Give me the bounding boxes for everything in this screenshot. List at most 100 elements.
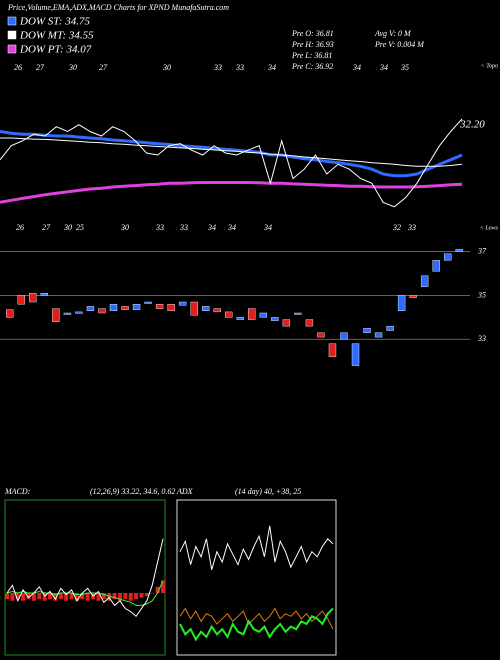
ema-line [0, 137, 463, 167]
histogram-bar [74, 593, 79, 601]
candle [248, 308, 256, 320]
page-title: Price,Volume,EMA,ADX,MACD Charts for XPN… [7, 3, 229, 12]
panel-title: MACD: [4, 487, 31, 496]
edge-label: < Topo [481, 63, 498, 69]
date-label: 27 [99, 63, 108, 72]
candle [201, 306, 210, 311]
histogram-bar [48, 593, 53, 600]
candle [259, 312, 268, 318]
candle [29, 293, 37, 303]
date-label: 33 [213, 63, 222, 72]
panel-frame [176, 499, 337, 656]
date-label: 34 [207, 223, 216, 232]
histogram-bar [144, 593, 149, 597]
histogram-bar [15, 593, 20, 600]
price-line [0, 118, 463, 208]
panel-title: ADX [176, 487, 194, 496]
candle [86, 306, 95, 311]
histogram-bar [5, 593, 9, 600]
candle [178, 301, 187, 306]
histogram-bar [80, 593, 85, 600]
ema-line [0, 130, 463, 178]
histogram-bar [37, 593, 42, 600]
histogram-bar [10, 593, 15, 601]
candle [386, 325, 394, 331]
candle [63, 312, 72, 315]
histogram-bar [161, 580, 165, 593]
histogram-bar [107, 593, 112, 601]
date-label: 34 [263, 223, 272, 232]
histogram-bar [42, 593, 47, 601]
histogram-bar [53, 593, 58, 601]
histogram-bar [96, 593, 101, 601]
date-label: 30 [63, 223, 72, 232]
histogram-bar [117, 593, 122, 601]
candle [213, 308, 221, 313]
date-label: 27 [36, 63, 45, 72]
histogram-bar [150, 593, 155, 594]
candle [75, 311, 83, 314]
candle [98, 308, 106, 314]
date-label: 33 [155, 223, 164, 232]
date-label: 35 [400, 63, 409, 72]
candle [236, 317, 244, 320]
edge-label: < Lows [480, 225, 499, 231]
candle [17, 295, 25, 305]
candle [167, 304, 175, 311]
candle [144, 301, 152, 304]
histogram-bar [128, 593, 133, 601]
panel-subtitle: (14 day) 40, +38, 25 [235, 487, 301, 496]
date-label: 32 [392, 223, 401, 232]
date-label: 33 [179, 223, 188, 232]
date-label: 30 [162, 63, 171, 72]
candle [6, 309, 14, 318]
histogram-bar [26, 593, 31, 600]
histogram-bar [123, 593, 128, 600]
legend-label: DOW ST: 34.75 [19, 16, 90, 28]
quote-info: Pre O: 36.81 [291, 29, 334, 38]
histogram-bar [31, 593, 36, 601]
quote-info: Pre H: 36.93 [291, 40, 334, 49]
candle [190, 301, 198, 316]
quote-info: Pre C: 36.92 [291, 62, 333, 71]
date-label: 34 [267, 63, 276, 72]
date-label: 26 [14, 63, 22, 72]
candle [374, 332, 383, 338]
histogram-bar [21, 593, 26, 601]
panel-subtitle: (12,26,9) 33.22, 34.6, 0.62 [90, 487, 175, 496]
date-label: 34 [352, 63, 361, 72]
histogram-bar [139, 593, 144, 598]
signal-line [6, 580, 164, 606]
candle [155, 304, 164, 309]
histogram-bar [69, 593, 74, 600]
candle [225, 311, 233, 318]
quote-info: Avg V: 0 M [374, 29, 412, 38]
histogram-bar [101, 593, 106, 600]
date-label: 34 [379, 63, 388, 72]
candle [52, 308, 60, 322]
date-label: 33 [235, 63, 244, 72]
date-label: 27 [42, 223, 51, 232]
histogram-bar [112, 593, 117, 600]
candle [363, 328, 371, 333]
adx-line [179, 607, 334, 642]
candle [351, 343, 360, 366]
candle [271, 317, 279, 321]
date-label: 30 [120, 223, 129, 232]
legend-swatch [7, 44, 17, 54]
date-label: 33 [407, 223, 416, 232]
quote-info: Pre L: 36.81 [291, 51, 332, 60]
candle [397, 295, 406, 311]
y-tick-label: 33 [477, 334, 486, 343]
candle [40, 293, 49, 296]
candle [420, 275, 429, 287]
candle [282, 319, 291, 327]
ema-line [0, 181, 463, 204]
candle [305, 319, 314, 327]
candle [455, 249, 463, 252]
y-tick-label: 35 [477, 290, 486, 299]
y-tick-label: 37 [477, 246, 487, 255]
histogram-bar [85, 593, 90, 601]
date-label: 34 [227, 223, 236, 232]
